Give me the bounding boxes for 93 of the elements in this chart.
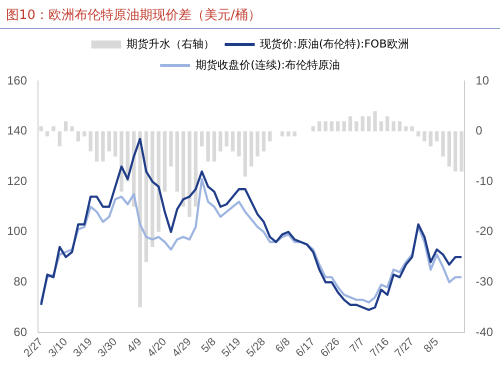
legend-label: 期货升水（右轴） xyxy=(126,37,215,50)
bar xyxy=(64,121,68,132)
bar xyxy=(447,131,452,167)
bar xyxy=(150,131,154,248)
bar xyxy=(373,111,377,132)
bar xyxy=(318,121,322,132)
x-tick-label: 5/19 xyxy=(220,336,244,360)
y-tick-label: 140 xyxy=(6,124,28,138)
bar xyxy=(70,126,74,132)
x-tick-label: 6/8 xyxy=(273,336,293,356)
bar xyxy=(410,126,414,132)
bar xyxy=(58,131,62,146)
bar xyxy=(212,131,216,162)
y-tick-label: 120 xyxy=(6,174,28,188)
y2-tick-label: -20 xyxy=(476,224,494,238)
x-tick-label: 3/30 xyxy=(96,336,120,360)
bar xyxy=(224,131,228,146)
bar xyxy=(342,121,346,132)
bar xyxy=(175,131,179,192)
bar xyxy=(200,131,204,146)
x-tick-label: 4/20 xyxy=(145,336,170,360)
x-tick-label: 7/7 xyxy=(348,336,367,356)
y2-tick-label: 10 xyxy=(476,73,490,88)
bar xyxy=(82,131,86,136)
bar xyxy=(422,131,426,142)
bar xyxy=(330,121,334,132)
bar xyxy=(398,121,402,132)
chart-title: 图10：欧洲布伦特原油期现价差（美元/桶） xyxy=(0,0,500,29)
bar xyxy=(360,116,364,132)
bar xyxy=(441,131,445,156)
bar xyxy=(94,131,99,162)
bar xyxy=(169,131,173,167)
bar xyxy=(386,116,390,132)
bar xyxy=(138,131,142,308)
legend-label: 现货价:原油(布伦特):FOB欧洲 xyxy=(260,37,409,50)
bar xyxy=(162,131,167,192)
bar xyxy=(280,131,284,136)
x-tick-label: 3/19 xyxy=(71,336,95,360)
y2-tick-label: 0 xyxy=(476,124,483,138)
y2-tick-label: -30 xyxy=(476,274,494,289)
bar xyxy=(206,131,210,162)
y2-tick-label: -40 xyxy=(476,324,494,339)
bar xyxy=(237,131,241,156)
bar xyxy=(428,131,433,146)
x-tick-label: 7/16 xyxy=(368,336,392,360)
bar xyxy=(324,121,328,132)
bar xyxy=(88,131,92,152)
bar xyxy=(268,131,272,142)
bar xyxy=(188,131,192,217)
legend-label: 期货收盘价(连续):布伦特原油 xyxy=(196,58,340,72)
x-tick-label: 3/10 xyxy=(46,336,70,360)
x-tick-label: 5/28 xyxy=(244,336,268,360)
bar xyxy=(52,126,56,132)
y2-tick-label: -10 xyxy=(476,174,494,188)
bar xyxy=(107,131,111,152)
bar xyxy=(218,131,222,152)
x-tick-label: 5/8 xyxy=(199,336,219,356)
bar xyxy=(336,121,340,132)
bar xyxy=(454,131,458,172)
x-tick-label: 4/29 xyxy=(170,336,194,360)
x-tick-label: 6/26 xyxy=(318,336,342,360)
y-tick-label: 160 xyxy=(6,73,28,88)
bar xyxy=(434,131,439,142)
bar xyxy=(366,116,371,132)
bar xyxy=(101,131,105,162)
bar xyxy=(120,131,124,192)
bar xyxy=(249,131,254,167)
bar xyxy=(156,131,160,232)
bar xyxy=(76,131,80,142)
bar xyxy=(45,131,50,136)
bar xyxy=(379,121,384,132)
bar xyxy=(230,131,235,152)
bar xyxy=(292,131,296,136)
bar xyxy=(354,121,358,132)
bar xyxy=(286,131,290,136)
bar xyxy=(392,121,396,132)
bar xyxy=(39,126,43,132)
bar xyxy=(181,131,186,207)
bar xyxy=(348,116,352,132)
x-tick-label: 7/27 xyxy=(392,336,416,360)
bar xyxy=(311,126,316,132)
x-tick-label: 8/5 xyxy=(422,336,442,356)
bar xyxy=(416,131,420,136)
bar xyxy=(262,131,266,152)
y-tick-label: 60 xyxy=(14,324,28,339)
bar xyxy=(404,126,408,132)
bar xyxy=(460,131,464,172)
bar xyxy=(243,131,248,177)
x-tick-label: 4/9 xyxy=(125,336,144,356)
bar xyxy=(113,131,118,156)
bar xyxy=(256,131,260,156)
y-tick-label: 80 xyxy=(14,274,28,289)
y-tick-label: 100 xyxy=(6,224,28,238)
